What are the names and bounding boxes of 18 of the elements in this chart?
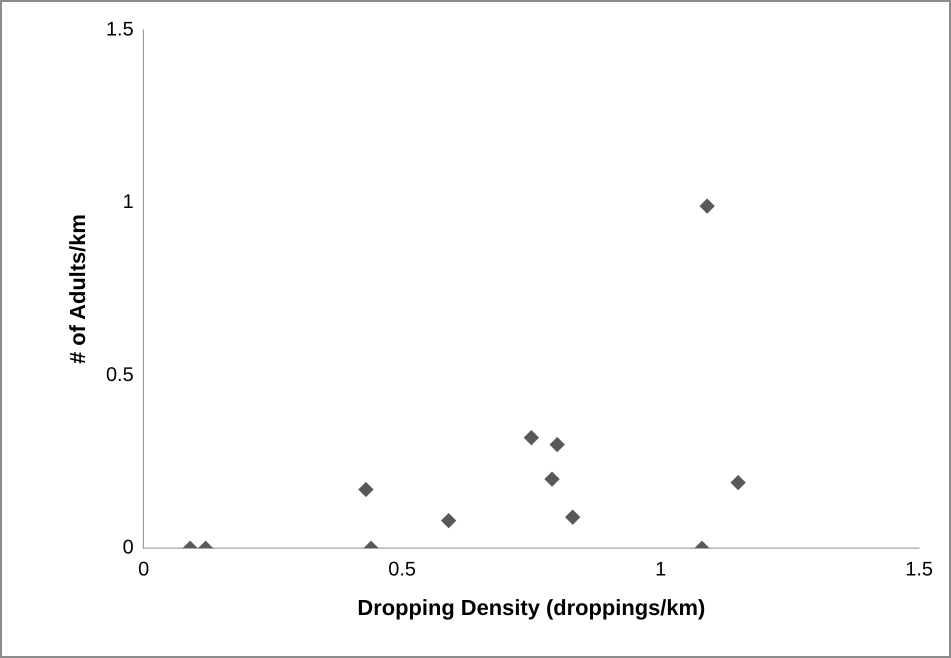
point (730, 475, 746, 490)
x-tick-label: 0 (138, 558, 150, 581)
point (524, 430, 539, 446)
point (700, 198, 715, 214)
y-axis-title: # of Adults/km (64, 214, 90, 364)
point (544, 472, 560, 487)
y-tick-label: 1 (122, 191, 134, 214)
y-tick-label: 1.5 (106, 18, 134, 40)
x-tick-label: 1.5 (905, 558, 933, 581)
x-tick-label: 0.5 (388, 558, 416, 581)
point (550, 437, 565, 452)
point (565, 510, 580, 525)
x-tick-label: 1 (655, 558, 666, 581)
x-axis-title: Dropping Density (droppings/km) (357, 595, 706, 620)
y-tick-label: 0.5 (106, 364, 134, 386)
y-tick-label: 0 (122, 536, 134, 559)
point (358, 482, 374, 497)
point (441, 513, 456, 528)
